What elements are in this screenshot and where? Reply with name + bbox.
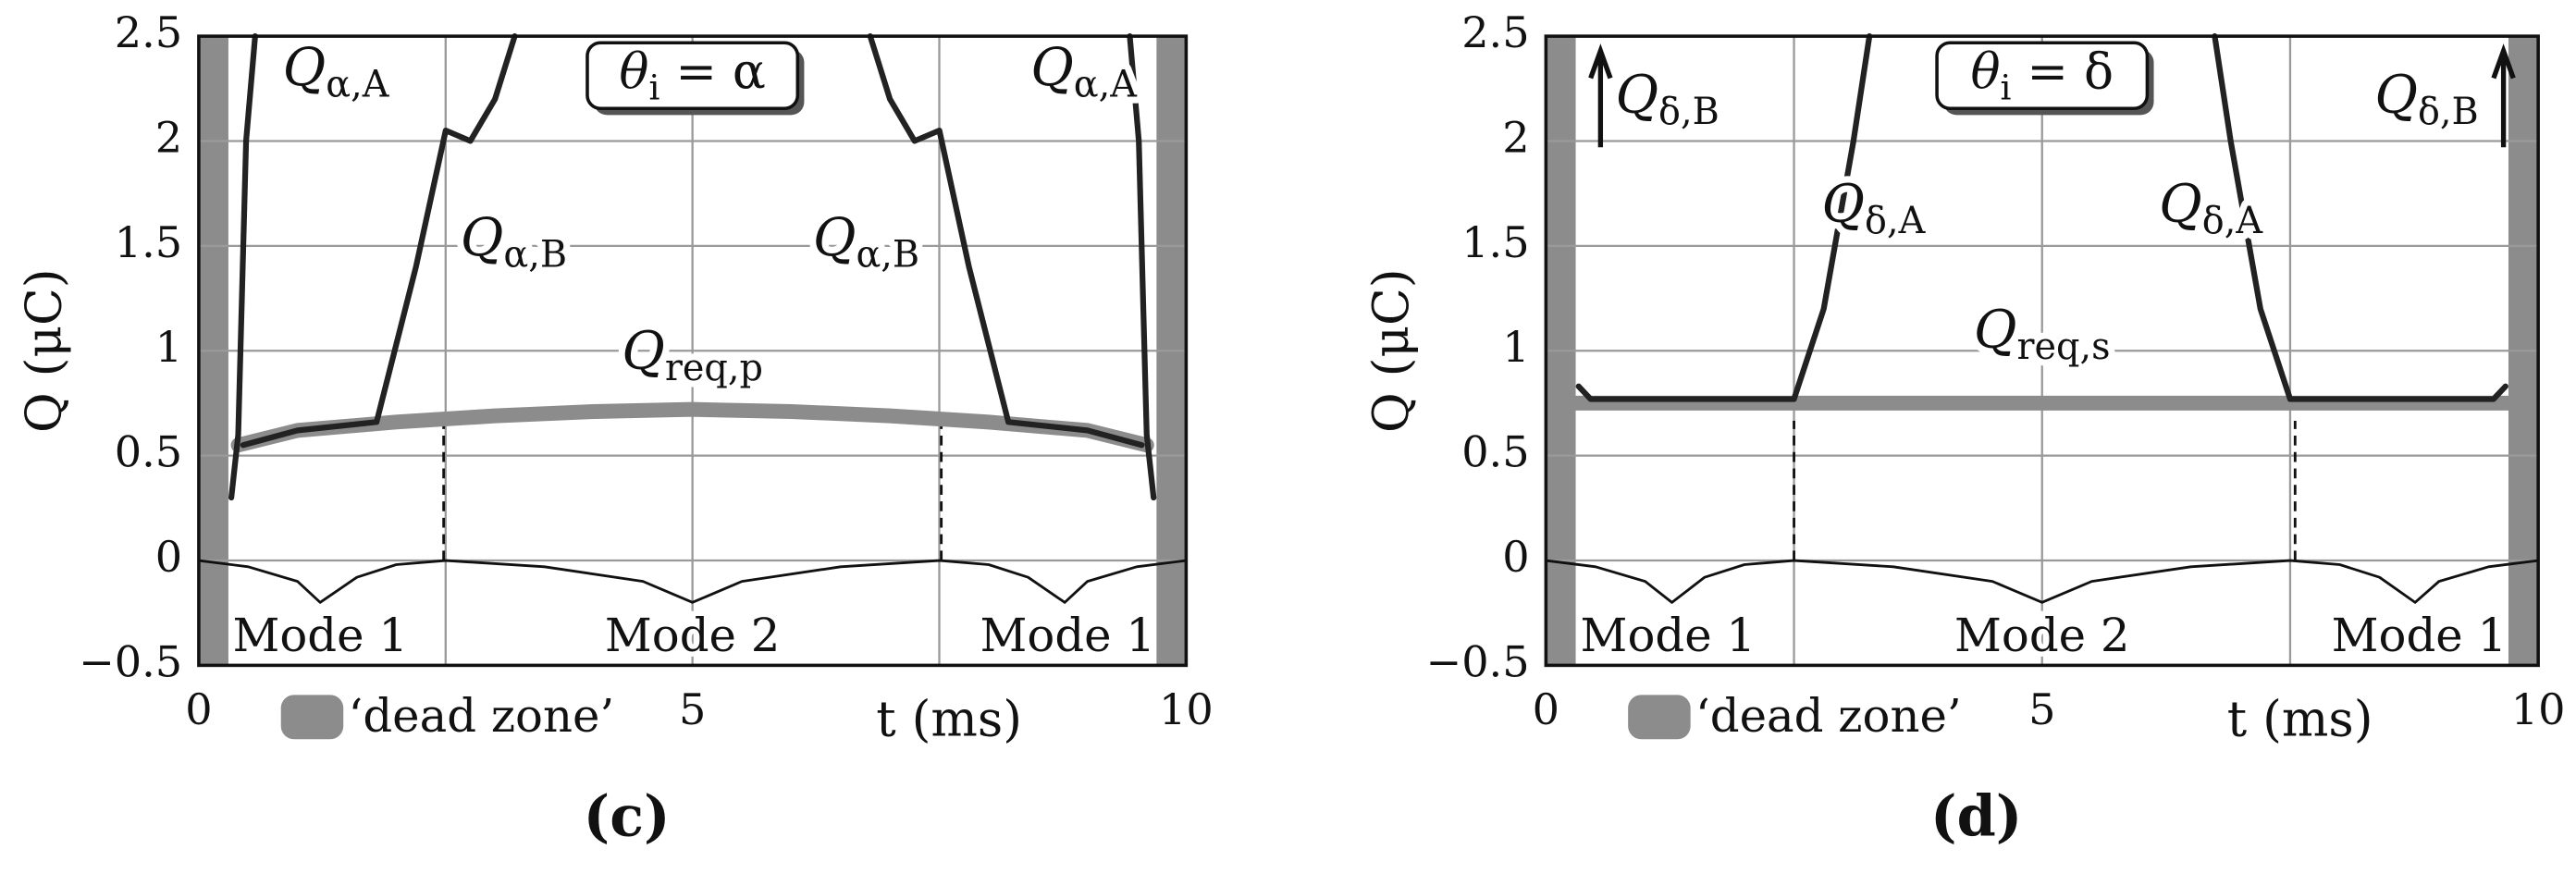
label-part: Q (2159, 174, 2202, 235)
caption: (c) (584, 784, 671, 850)
plot-frame (197, 34, 1189, 668)
x-tick-label: 5 (2028, 684, 2055, 734)
y-axis-label: Q (μC) (1362, 268, 1420, 433)
series-line (1575, 33, 2508, 402)
series-line (197, 559, 1188, 604)
arrow (2491, 43, 2516, 148)
mode-label: Mode 2 (605, 609, 781, 662)
y-axis-label: Q (μC) (16, 268, 73, 433)
label-part: = δ (2011, 43, 2114, 101)
x-axis-label: t (ms) (876, 691, 1022, 748)
x-tick-label: 10 (2511, 684, 2566, 734)
y-tick-label: 2.5 (115, 7, 182, 57)
y-tick-label: 0.5 (115, 427, 182, 477)
label-part: α,B (503, 233, 567, 276)
title-box (1935, 41, 2150, 111)
y-tick-label: 1.5 (115, 217, 182, 267)
y-tick-label: 2.5 (1461, 7, 1529, 57)
x-tick-label: 0 (1533, 684, 1559, 734)
mode-label: Mode 1 (2332, 609, 2508, 662)
label-part: θ (1970, 43, 2000, 101)
mode-label: Mode 2 (1954, 609, 2130, 662)
label-part: Q (1030, 37, 1074, 98)
y-tick-label: 2 (1502, 112, 1529, 162)
chart-title: θi = δ (1970, 43, 2114, 107)
annotation: Qα,B (813, 207, 919, 277)
legend-label: ‘dead zone’ (349, 689, 615, 743)
label-part: Q (2374, 65, 2418, 126)
label-part: θ (619, 43, 648, 101)
legend-label: ‘dead zone’ (1695, 689, 1962, 743)
x-tick-label: 10 (1159, 684, 1214, 734)
label-part: Q (1821, 174, 1865, 235)
label-part: α,B (856, 233, 919, 276)
legend-swatch (280, 695, 344, 740)
label-part: Q (1615, 65, 1658, 126)
y-tick-label: −0.5 (79, 636, 182, 686)
arrow (1588, 43, 1613, 148)
mode-label: Mode 1 (232, 609, 408, 662)
x-tick-label: 5 (679, 684, 706, 734)
annotation: Qα,B (461, 207, 567, 277)
series-line (228, 33, 1157, 501)
label-part: α,A (326, 64, 389, 106)
label-part: req,p (665, 347, 763, 389)
title-box (585, 41, 800, 111)
label-part: Q (622, 320, 665, 381)
label-part: δ,B (1658, 91, 1719, 133)
label-part: α,A (1074, 64, 1138, 106)
annotation: Qδ,B (2374, 65, 2478, 134)
label-part: Q (813, 207, 857, 268)
label-part: = α (659, 43, 765, 101)
annotation: Qα,A (1030, 37, 1138, 106)
legend-swatch (1628, 695, 1691, 740)
y-tick-label: 1 (1502, 322, 1529, 372)
label-part: Q (1974, 300, 2017, 361)
caption: (d) (1930, 784, 2022, 850)
annotation: Qδ,B (1615, 65, 1719, 134)
x-tick-label: 0 (185, 684, 212, 734)
label-part: δ,A (2202, 200, 2264, 242)
y-tick-label: 2 (155, 112, 182, 162)
mode-label: Mode 1 (980, 609, 1156, 662)
y-tick-label: 1 (155, 322, 182, 372)
y-tick-label: 1.5 (1461, 217, 1529, 267)
label-part: i (648, 67, 659, 107)
y-tick-label: 0 (155, 532, 182, 582)
label-part: δ,B (2418, 91, 2479, 133)
label-part: Q (283, 37, 327, 98)
chart-title: θi = α (619, 43, 765, 107)
y-tick-label: 0.5 (1461, 427, 1529, 477)
series-line (1544, 559, 2540, 604)
annotation: Qδ,A (2159, 174, 2263, 243)
label-part: i (2001, 67, 2012, 107)
annotation: Qreq,s (1974, 300, 2111, 369)
annotation: Qδ,A (1821, 174, 1926, 243)
plot-frame (1544, 34, 2540, 668)
mode-label: Mode 1 (1581, 609, 1756, 662)
y-tick-label: −0.5 (1426, 636, 1530, 686)
label-part: Q (461, 207, 504, 268)
y-tick-label: 0 (1502, 532, 1529, 582)
label-part: δ,A (1865, 200, 1927, 242)
label-part: req,s (2017, 326, 2111, 368)
annotation: Qreq,p (622, 320, 763, 389)
annotation: Qα,A (283, 37, 390, 106)
x-axis-label: t (ms) (2227, 691, 2373, 748)
